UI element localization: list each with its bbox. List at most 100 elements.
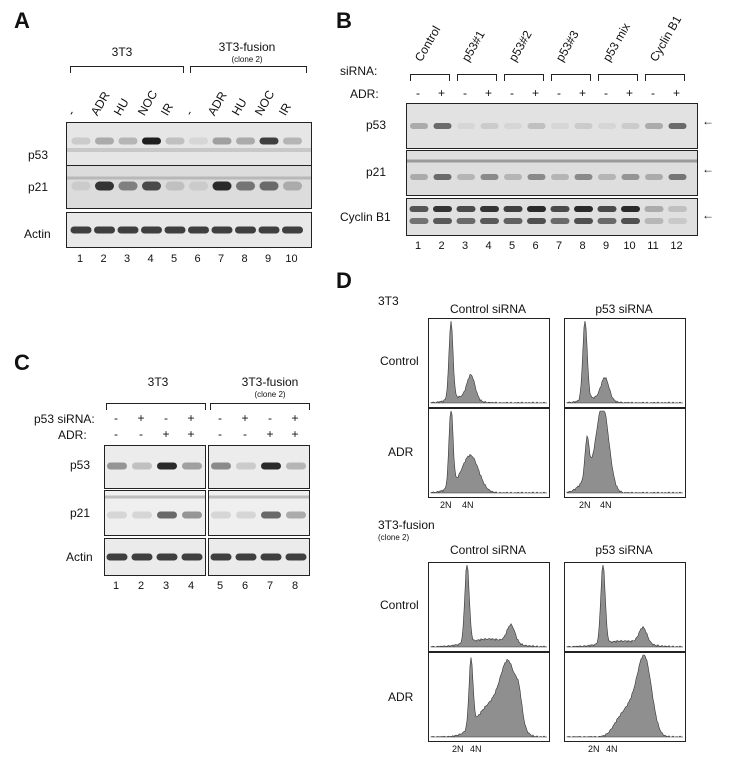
histogram-fusion-control-sirna-control <box>428 562 550 652</box>
b-cyc-bottom-band-3 <box>456 218 476 224</box>
panel-d-set1-row-control: Control <box>380 354 419 368</box>
b-p21-band-7 <box>551 174 569 180</box>
panel-b-lane-9: 9 <box>602 240 610 252</box>
a-actin-band-2 <box>94 226 115 234</box>
b-p21-band-9 <box>598 174 616 180</box>
panel-b-bracket-5 <box>598 74 638 81</box>
panel-a-treatment-7: ADR <box>204 89 230 118</box>
a-p53-band-10 <box>283 137 302 145</box>
panel-c-sirna-sign-4: + <box>187 411 195 425</box>
panel-c-sirna-sign-2: + <box>137 411 145 425</box>
panel-c-sirna-sign-8: + <box>291 411 299 425</box>
panel-a-treatment-2: ADR <box>87 89 113 118</box>
panel-b-lane-2: 2 <box>438 240 445 252</box>
panel-b-blot-cyclinb1 <box>406 198 698 236</box>
panel-a-blot-p21 <box>66 165 312 209</box>
histogram-fusion-control-sirna-adr <box>428 652 550 742</box>
panel-a-bracket-2 <box>190 66 307 73</box>
panel-b-adr-sign-7: - <box>557 86 561 100</box>
panel-c-blot-actin-left <box>104 538 206 576</box>
c-act-l-band-1 <box>106 553 128 561</box>
b-p21-band-11 <box>645 174 663 180</box>
b-p53-band-10 <box>621 123 640 129</box>
a-p21-band-7 <box>212 181 232 191</box>
panel-b-lane-5: 5 <box>508 240 516 252</box>
a-p53-band-3 <box>118 137 138 145</box>
panel-a-group2: 3T3-fusion <box>218 40 276 54</box>
b-p53-band-1 <box>410 123 428 129</box>
panel-d-set2-title: 3T3-fusion <box>378 518 435 532</box>
blot-background-band <box>407 159 697 163</box>
panel-d-set1-axis-2n-b: 2N <box>579 500 591 510</box>
panel-b-bracket-1 <box>410 74 450 81</box>
panel-c-adr-sign-1: - <box>114 427 118 441</box>
panel-b-adr-sign-4: + <box>484 86 492 100</box>
panel-a-group1: 3T3 <box>111 45 133 59</box>
panel-b-lane-3: 3 <box>461 240 469 252</box>
panel-b-row-label-p21: p21 <box>366 165 387 179</box>
panel-c-adr-sign-6: - <box>243 427 247 441</box>
b-cyc-top-band-2 <box>433 206 452 212</box>
c-p21-r-band-1 <box>211 511 231 519</box>
histogram-profile <box>566 320 684 404</box>
panel-c-adr-label: ADR: <box>58 428 87 442</box>
b-cyc-top-band-4 <box>480 206 499 212</box>
c-p53-r-band-4 <box>286 462 306 470</box>
panel-c-sirna-sign-5: - <box>218 411 222 425</box>
b-p53-band-3 <box>457 123 475 129</box>
panel-c-blot-p21-right <box>208 490 310 536</box>
c-act-l-band-2 <box>131 553 153 561</box>
panel-a-row-label-actin: Actin <box>24 227 51 241</box>
panel-c-adr-sign-5: - <box>218 427 222 441</box>
b-cyc-bottom-band-8 <box>574 218 593 224</box>
a-actin-band-3 <box>117 226 139 234</box>
c-p53-r-band-1 <box>211 462 231 470</box>
b-cyc-bottom-band-11 <box>644 218 664 224</box>
panel-a-bracket-1 <box>70 66 184 73</box>
panel-c-row-label-p21: p21 <box>70 506 91 520</box>
panel-c-lane-8: 8 <box>291 580 299 592</box>
panel-c-bracket-1 <box>106 403 206 410</box>
b-p21-band-10 <box>621 174 640 180</box>
panel-a-lane-7: 7 <box>217 253 225 265</box>
panel-c-row-label-actin: Actin <box>66 550 93 564</box>
b-cyc-top-band-5 <box>503 206 523 212</box>
panel-d-set2-col-control: Control siRNA <box>449 543 527 557</box>
histogram-fusion-p53-sirna-control <box>564 562 686 652</box>
c-p21-r-band-4 <box>286 511 306 519</box>
panel-a-lane-1: 1 <box>76 253 84 265</box>
b-cyc-top-band-1 <box>409 206 429 212</box>
b-p53-band-7 <box>551 123 569 129</box>
panel-c-adr-sign-2: - <box>139 427 143 441</box>
panel-c-sirna-sign-1: - <box>114 411 118 425</box>
histogram-fusion-p53-sirna-adr <box>564 652 686 742</box>
panel-b-group-2: p53#1 <box>458 28 488 64</box>
c-act-l-band-3 <box>156 553 178 561</box>
panel-b-lane-7: 7 <box>555 240 563 252</box>
panel-c-group2-sub: (clone 2) <box>254 390 286 399</box>
panel-c-group1: 3T3 <box>147 375 169 389</box>
a-p21-band-3 <box>118 181 138 191</box>
b-p21-band-8 <box>574 174 593 180</box>
panel-a-lane-10: 10 <box>285 253 298 265</box>
histogram-profile <box>430 320 548 404</box>
panel-a-letter: A <box>14 8 30 33</box>
c-p21-l-band-2 <box>132 511 152 519</box>
panel-c-adr-sign-3: + <box>162 427 170 441</box>
a-p53-band-1 <box>71 137 91 145</box>
a-actin-band-1 <box>70 226 92 234</box>
b-p21-band-1 <box>410 174 428 180</box>
histogram-profile <box>430 410 548 494</box>
panel-b-group-4: p53#3 <box>552 28 582 64</box>
panel-b-blot-p21 <box>406 150 698 196</box>
panel-a-lane-9: 9 <box>264 253 272 265</box>
panel-d-set2-axis-4n-b: 4N <box>606 744 618 754</box>
a-p53-band-8 <box>236 137 255 145</box>
b-p21-band-12 <box>668 174 687 180</box>
a-actin-band-9 <box>258 226 280 234</box>
panel-a-treatment-4: NOC <box>134 87 160 118</box>
panel-c-adr-sign-7: + <box>266 427 274 441</box>
b-cyc-top-band-8 <box>574 206 593 212</box>
a-p53-band-9 <box>259 137 279 145</box>
panel-b-adr-sign-3: - <box>463 86 467 100</box>
